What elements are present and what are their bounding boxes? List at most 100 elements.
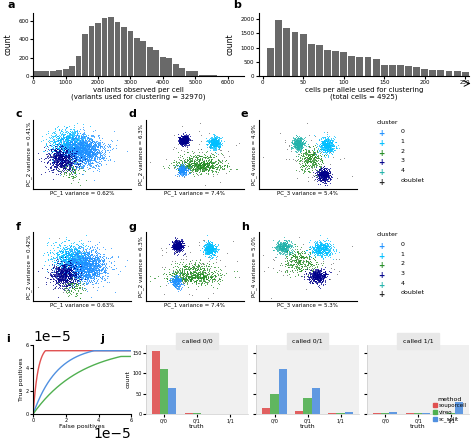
Point xyxy=(57,275,65,282)
Point xyxy=(321,148,329,155)
Point xyxy=(313,142,321,149)
Point xyxy=(62,268,69,275)
Point xyxy=(325,138,333,146)
Point xyxy=(59,135,67,142)
Point xyxy=(321,141,329,148)
Point xyxy=(172,277,180,284)
Point xyxy=(73,253,81,260)
Point xyxy=(306,155,313,162)
Point xyxy=(63,139,71,146)
Point xyxy=(69,245,76,252)
Point xyxy=(48,264,56,271)
Point xyxy=(320,138,328,146)
Point xyxy=(79,146,87,153)
Point xyxy=(62,273,69,280)
Point xyxy=(89,260,96,267)
Point xyxy=(67,270,75,277)
Point xyxy=(310,277,318,284)
Point xyxy=(69,143,76,150)
Point xyxy=(178,122,186,129)
Point xyxy=(328,138,336,145)
Point xyxy=(80,142,87,149)
Point xyxy=(75,263,83,270)
Point xyxy=(200,157,208,164)
Point xyxy=(204,247,211,254)
Point xyxy=(55,125,63,133)
Point xyxy=(77,164,85,171)
Point xyxy=(82,274,90,281)
Point xyxy=(178,162,186,170)
Point xyxy=(71,252,79,259)
Point xyxy=(61,256,68,263)
Point xyxy=(279,247,286,255)
Point xyxy=(173,263,181,270)
Point xyxy=(174,275,182,283)
Point xyxy=(74,144,82,151)
Point xyxy=(313,171,320,178)
Point xyxy=(206,248,213,255)
Point xyxy=(86,157,93,164)
Point xyxy=(83,271,91,279)
Point xyxy=(188,273,195,280)
Point xyxy=(72,128,79,135)
Point xyxy=(65,266,73,273)
Point xyxy=(212,142,220,149)
Point xyxy=(60,268,67,275)
Point xyxy=(62,273,69,280)
Point xyxy=(177,239,185,247)
Point xyxy=(78,145,86,152)
Point xyxy=(204,245,212,252)
Point xyxy=(319,276,327,283)
Point xyxy=(313,275,321,282)
Point xyxy=(61,162,68,170)
Point xyxy=(179,169,187,176)
Point xyxy=(327,138,334,145)
Point xyxy=(207,271,215,278)
Point xyxy=(323,171,331,178)
Point xyxy=(64,265,72,272)
Point xyxy=(170,277,178,284)
Point xyxy=(64,274,72,281)
Point xyxy=(171,276,179,283)
Point xyxy=(322,136,330,143)
Point xyxy=(64,141,72,148)
Point xyxy=(69,159,76,166)
Point xyxy=(75,259,82,266)
Point xyxy=(333,270,340,277)
Point xyxy=(293,142,301,149)
Point xyxy=(73,150,81,157)
Point xyxy=(281,262,288,269)
Point xyxy=(177,241,184,248)
Point xyxy=(324,243,331,250)
Point xyxy=(60,122,68,129)
Point xyxy=(283,266,291,273)
Point xyxy=(173,278,180,285)
Point xyxy=(186,264,194,271)
Point xyxy=(66,125,74,133)
Point xyxy=(197,275,204,282)
Point xyxy=(209,245,217,252)
Point xyxy=(86,260,93,267)
Point xyxy=(318,271,326,278)
Point xyxy=(92,267,100,274)
Point xyxy=(57,156,65,163)
Point xyxy=(301,265,309,272)
Point xyxy=(325,142,332,149)
Point xyxy=(58,269,65,276)
Point xyxy=(177,167,184,174)
Point xyxy=(311,243,319,251)
Point xyxy=(325,169,333,176)
Point xyxy=(318,167,326,174)
Point xyxy=(77,149,85,156)
Point xyxy=(75,255,82,262)
Point xyxy=(59,272,66,279)
Point xyxy=(310,150,318,158)
Point xyxy=(46,140,54,147)
Point xyxy=(211,240,219,247)
Point xyxy=(49,139,57,146)
Point xyxy=(51,150,59,157)
Point xyxy=(209,247,216,255)
Point xyxy=(302,154,310,161)
Point xyxy=(312,277,320,284)
Point xyxy=(78,258,86,265)
